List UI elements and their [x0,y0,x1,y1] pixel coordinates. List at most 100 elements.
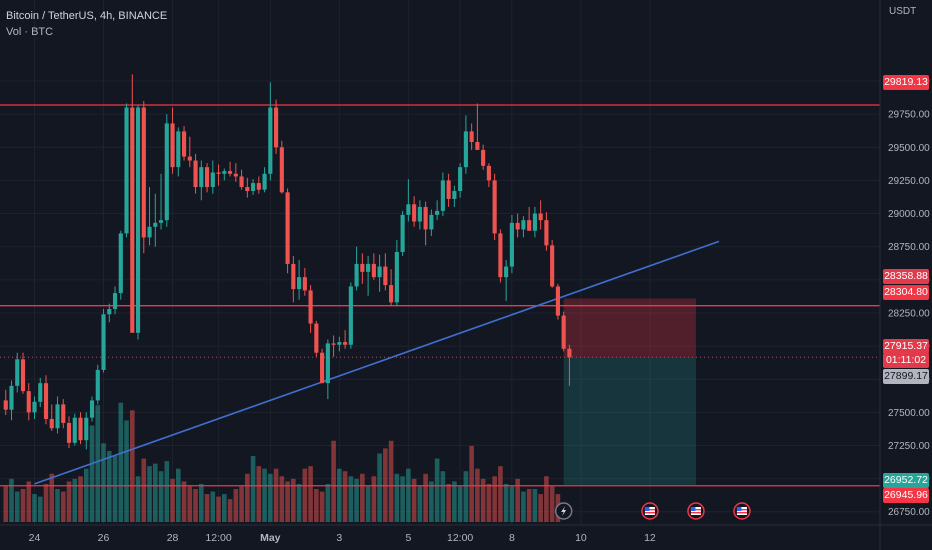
volume-bar [291,478,296,522]
price-tick-label: 28750.00 [888,242,930,253]
time-axis[interactable]: 24 26 28 12:00 May 3 5 12:00 8 10 12 [0,524,932,544]
price-tick-label: 27500.00 [888,408,930,419]
price-tick-label: 28250.00 [888,308,930,319]
candle-body [555,286,560,316]
candle-body [49,418,54,429]
volume-bar [498,466,503,522]
candle-body [107,308,112,315]
hline-mid-price-tag: 28304.80 [883,285,929,300]
time-tick-label: 24 [29,532,41,544]
candle-body [550,245,555,287]
event-markers[interactable] [554,502,751,520]
candle-body [193,160,198,188]
trendline-layer[interactable] [34,240,720,485]
candle-body [446,180,451,199]
price-tick-label: 29250.00 [888,176,930,187]
candle-body [158,220,164,223]
volume-bar [440,471,446,522]
candle-body [32,401,37,413]
candle-body [383,266,388,286]
volume-bar [434,458,440,522]
candle-body [509,222,514,267]
volume-bar [227,499,233,522]
volume-bar [118,402,124,522]
horizontal-lines[interactable] [0,104,880,487]
volume-bar [515,478,520,522]
us-flag-event-icon[interactable] [733,502,751,520]
stop-loss-price-tag: 28358.88 [883,269,929,284]
volume-bar [348,476,354,522]
candle-body [302,277,307,291]
candle-body [38,383,43,402]
volume-bar [216,496,221,522]
volume-bar [20,489,26,522]
take-profit-price-tag: 26952.72 [883,473,929,488]
take-profit-zone[interactable] [563,357,696,485]
volume-bar [544,476,549,522]
candle-body [15,359,20,386]
volume-bar [3,486,9,522]
trendline[interactable] [34,240,720,485]
volume-legend: Vol · BTC [6,26,54,38]
candle-body [469,131,474,142]
volume-bar [78,476,83,522]
volume-bar [469,445,474,522]
volume-bar [302,468,308,522]
candle-body [268,107,273,174]
volume-bar [72,478,78,522]
candle-body [204,167,210,188]
volume-bar [526,489,532,522]
time-tick-label: 8 [509,532,515,544]
candle-body [429,214,434,230]
candle-body [521,220,526,230]
stop-loss-zone[interactable] [563,298,696,358]
volume-bar [106,450,112,522]
position-tool[interactable] [563,298,696,485]
candle-body [262,173,267,190]
volume-bar [296,483,302,522]
volume-bar [222,494,227,522]
hline-top-price-tag: 29819.13 [883,75,929,90]
us-flag-event-icon[interactable] [641,502,659,520]
candle-body [527,220,532,231]
candle-body [176,131,181,168]
volume-bar [480,478,486,522]
candle-body [452,191,457,199]
candle-body [561,315,566,349]
volume-bar [446,483,451,522]
candle-body [412,204,417,222]
volume-bar [9,478,14,522]
us-flag-event-icon[interactable] [687,502,705,520]
volume-bar [429,481,434,522]
candle-body [463,131,468,168]
volume-bar [14,491,20,522]
volume-bar [411,478,417,522]
candle-body [112,293,118,309]
volume-bar [279,476,285,522]
time-tick-label: 26 [98,532,110,544]
candle-body [43,383,49,419]
candle-body [492,180,497,234]
volume-bar [365,486,371,522]
candle-body [130,107,135,333]
price-tick-label: 29500.00 [888,143,930,154]
volume-bar [457,486,463,522]
time-tick-label: 28 [167,532,179,544]
volume-bar [417,486,423,522]
candle-body [84,417,89,441]
time-tick-label: May [260,532,281,544]
volume-bar [124,420,129,522]
candle-body [141,107,146,238]
candle-body [210,172,215,188]
lightning-event-icon[interactable] [554,502,573,520]
volume-bar [400,476,405,522]
candle-body [89,400,95,418]
candle-body [371,263,376,278]
time-tick-label: 10 [575,532,587,544]
candle-body [544,220,549,246]
volume-bar [463,471,469,522]
volume-bar [319,491,325,522]
candle-body [101,314,106,370]
